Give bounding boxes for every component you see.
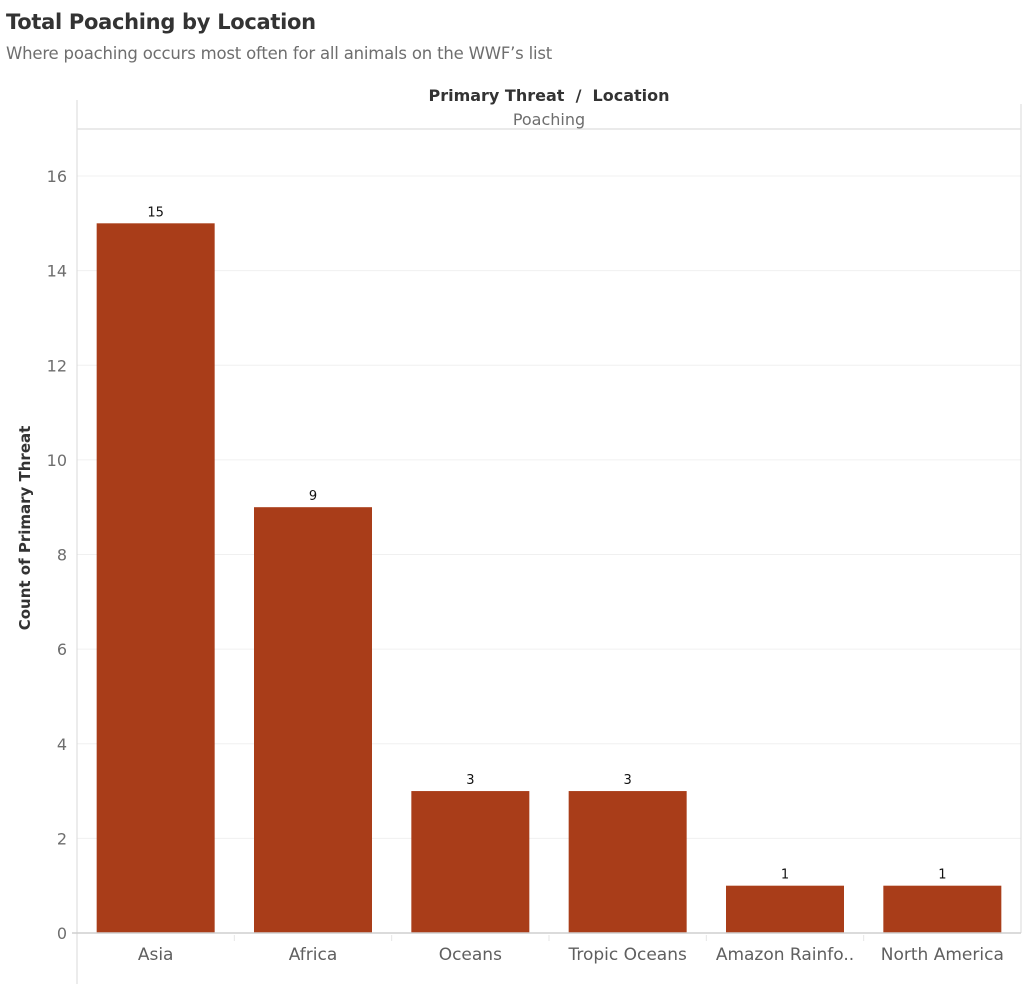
- y-axis-ticks: 0 2 4 6 8 10 12 14 16: [47, 167, 67, 943]
- column-header-value: Poaching: [513, 110, 585, 129]
- x-tick-label: Oceans: [439, 945, 502, 965]
- data-label: 9: [309, 489, 317, 504]
- y-axis-label: Count of Primary Threat: [16, 426, 34, 631]
- y-tick-label: 8: [57, 546, 67, 565]
- data-label: 3: [466, 773, 474, 788]
- data-label: 1: [938, 868, 946, 883]
- chart-title: Total Poaching by Location: [6, 10, 316, 34]
- y-tick-label: 4: [57, 735, 67, 754]
- y-tick-label: 12: [47, 356, 67, 375]
- bar-north-america[interactable]: [883, 885, 1002, 933]
- bar-asia[interactable]: [96, 223, 215, 933]
- bar-amazon-rainfo[interactable]: [726, 885, 844, 933]
- bar-oceans[interactable]: [411, 791, 530, 933]
- gridlines: [77, 175, 1021, 839]
- y-tick-label: 0: [57, 924, 67, 943]
- x-tick-label: Asia: [138, 945, 174, 965]
- x-tick-label: Africa: [289, 945, 338, 965]
- bars: [96, 223, 1002, 933]
- data-label: 15: [147, 205, 164, 220]
- y-tick-label: 14: [47, 262, 67, 281]
- bar-tropic-oceans[interactable]: [568, 791, 687, 933]
- x-tick-label: Amazon Rainfo..: [716, 945, 854, 965]
- column-header-title: Primary Threat / Location: [428, 86, 669, 105]
- data-label: 1: [781, 868, 789, 883]
- data-labels: 15 9 3 3 1 1: [147, 205, 946, 882]
- data-label: 3: [624, 773, 632, 788]
- bar-africa[interactable]: [254, 507, 372, 933]
- y-tick-label: 2: [57, 829, 67, 848]
- y-tick-label: 6: [57, 640, 67, 659]
- y-tick-label: 16: [47, 167, 67, 186]
- x-axis-labels: Asia Africa Oceans Tropic Oceans Amazon Rain…: [138, 935, 1004, 965]
- y-tick-label: 10: [47, 451, 67, 470]
- x-tick-label: Tropic Oceans: [567, 945, 687, 965]
- chart-subtitle: Where poaching occurs most often for all…: [6, 44, 553, 63]
- x-tick-label: North America: [881, 945, 1004, 965]
